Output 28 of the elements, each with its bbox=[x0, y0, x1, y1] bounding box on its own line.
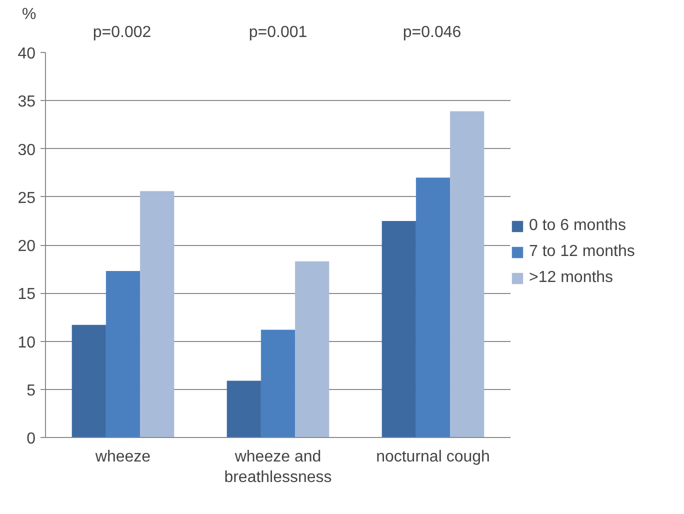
y-tick-label: 5 bbox=[26, 382, 36, 400]
y-tick-label: 20 bbox=[18, 238, 36, 255]
legend-label: 0 to 6 months bbox=[529, 217, 626, 235]
y-tick-label: 40 bbox=[18, 46, 36, 62]
legend-label: >12 months bbox=[529, 269, 614, 287]
bar bbox=[416, 178, 450, 438]
x-tick-label: wheeze and breathlessness bbox=[224, 448, 332, 486]
x-tick-label: wheeze bbox=[94, 448, 151, 466]
bar bbox=[260, 330, 296, 438]
text: p=0.002 bbox=[92, 23, 152, 43]
text: p=0.046 bbox=[402, 23, 462, 43]
y-tick-label: 30 bbox=[18, 142, 36, 159]
y-tick-label: 0 bbox=[26, 430, 36, 448]
bar bbox=[382, 220, 416, 438]
bar bbox=[295, 261, 330, 438]
legend-label: 7 to 12 months bbox=[529, 243, 635, 261]
x-tick-label: nocturnal cough bbox=[376, 448, 490, 466]
bar bbox=[226, 380, 261, 438]
bar bbox=[140, 191, 174, 438]
text: p=0.001 bbox=[248, 23, 308, 43]
bar bbox=[450, 111, 484, 438]
y-tick-label: 15 bbox=[18, 286, 36, 304]
y-axis-title: % bbox=[22, 5, 36, 25]
bar bbox=[106, 270, 140, 438]
y-tick-label: 25 bbox=[18, 190, 36, 207]
y-tick-label: 35 bbox=[18, 94, 36, 111]
y-tick-label: 10 bbox=[18, 334, 36, 352]
bar bbox=[72, 324, 106, 438]
